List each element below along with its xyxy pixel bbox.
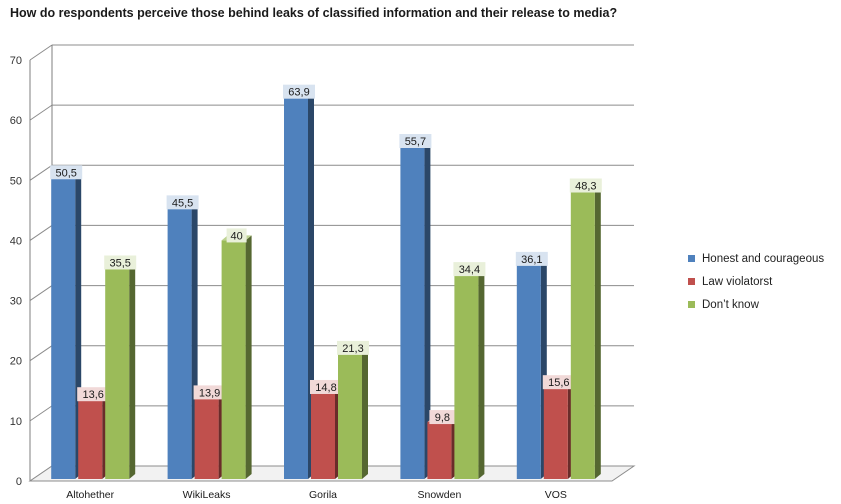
data-label: 9,8 <box>435 412 450 424</box>
bar <box>105 267 130 479</box>
data-label: 13,9 <box>199 387 220 399</box>
bar <box>454 274 479 479</box>
data-label: 63,9 <box>288 87 309 99</box>
data-label-bg <box>50 165 83 180</box>
legend-item: Law violatorst <box>688 270 824 293</box>
bar <box>543 387 568 479</box>
bar <box>516 263 541 479</box>
bar <box>400 146 425 480</box>
gridline-side <box>29 44 53 61</box>
gridline-side <box>29 345 53 362</box>
data-label-bg <box>226 228 247 243</box>
bar <box>51 177 76 479</box>
data-label-bg <box>399 134 432 149</box>
gridline-side <box>29 405 53 422</box>
bar <box>78 399 103 479</box>
x-tick-label: Altohether <box>66 489 114 501</box>
legend-item: Honest and courageous <box>688 247 824 270</box>
data-label: 36,1 <box>521 254 542 266</box>
gridline-side <box>29 285 53 301</box>
data-label: 15,6 <box>548 377 569 389</box>
data-label-bg <box>429 410 456 425</box>
data-label-bg <box>193 385 226 400</box>
bar <box>221 240 246 479</box>
data-label: 50,5 <box>55 167 76 179</box>
bar-side <box>129 262 136 479</box>
data-label-bg <box>77 387 110 402</box>
bar <box>194 397 219 479</box>
x-tick-label: WikiLeaks <box>183 489 231 501</box>
data-label: 35,5 <box>109 257 130 269</box>
y-tick-label: 30 <box>10 296 22 308</box>
data-label-bg <box>453 262 486 277</box>
bar <box>284 96 308 480</box>
data-label: 34,4 <box>459 264 480 276</box>
gridline-side <box>29 104 53 121</box>
y-tick-label: 70 <box>10 55 22 67</box>
legend-item: Don’t know <box>688 293 824 316</box>
legend-swatch <box>688 278 695 285</box>
data-label-bg <box>337 340 369 355</box>
data-label-bg <box>104 255 137 270</box>
data-label-bg <box>515 251 548 266</box>
data-label-bg <box>310 379 342 394</box>
y-tick-label: 40 <box>10 235 22 247</box>
bar-side <box>594 185 601 479</box>
data-label: 48,3 <box>575 181 596 193</box>
data-label: 55,7 <box>405 136 426 148</box>
x-tick-label: Gorila <box>309 489 337 501</box>
bar <box>167 207 192 479</box>
data-label: 14,8 <box>315 382 336 394</box>
x-tick-label: VOS <box>545 489 567 501</box>
chart-title: How do respondents perceive those behind… <box>10 6 618 20</box>
data-label: 45,5 <box>172 197 193 209</box>
data-label-bg <box>283 84 315 99</box>
gridline-side <box>29 225 53 241</box>
chart-legend: Honest and courageous Law violatorst Don’t… <box>688 247 824 316</box>
bar <box>570 190 595 479</box>
data-label: 21,3 <box>342 343 363 355</box>
legend-label: Don’t know <box>702 298 759 311</box>
legend-label: Honest and courageous <box>702 252 825 265</box>
y-tick-label: 50 <box>10 175 22 187</box>
bar <box>311 391 335 479</box>
data-label: 40 <box>230 230 242 242</box>
bar <box>338 352 362 479</box>
y-tick-label: 0 <box>16 476 22 488</box>
y-tick-label: 20 <box>10 356 22 368</box>
bar <box>427 422 452 479</box>
bar-side <box>362 347 368 479</box>
legend-label: Law violatorst <box>702 275 773 288</box>
bar-side <box>245 235 252 479</box>
legend-swatch <box>688 301 695 308</box>
legend-swatch <box>688 255 695 262</box>
data-label: 13,6 <box>82 389 103 401</box>
bar-side <box>478 269 485 479</box>
data-label-bg <box>542 375 575 390</box>
y-tick-label: 60 <box>10 115 22 127</box>
bar-side <box>424 141 431 480</box>
gridline-side <box>29 164 53 181</box>
y-tick-label: 10 <box>10 416 22 428</box>
x-tick-label: Snowden <box>418 489 462 501</box>
data-label-bg <box>166 195 199 210</box>
data-label-bg <box>569 178 602 193</box>
